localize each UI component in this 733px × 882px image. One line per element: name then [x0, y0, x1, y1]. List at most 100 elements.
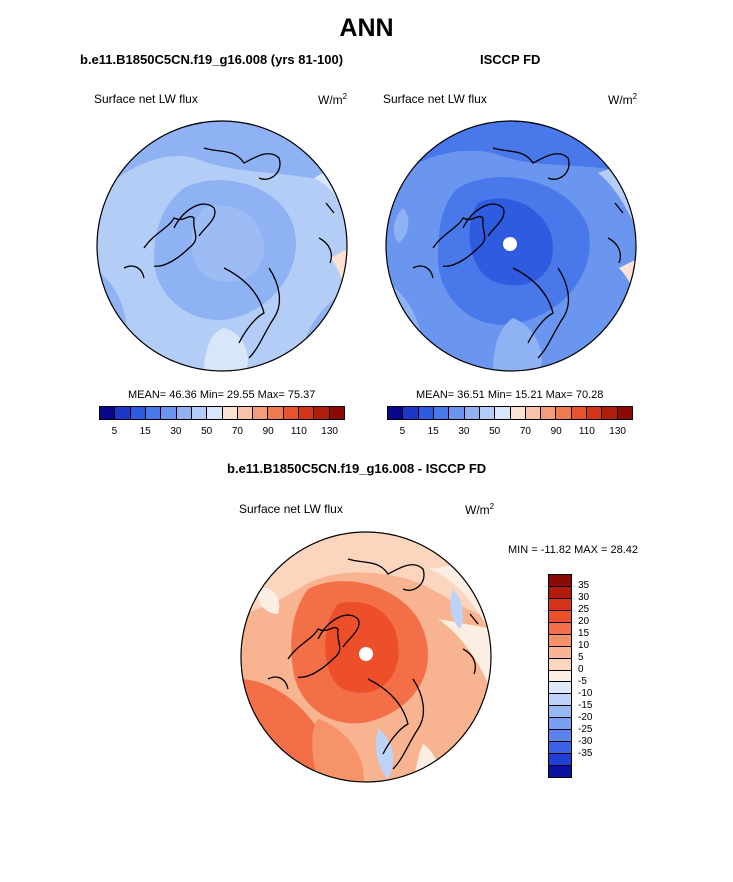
colorbar-swatch [130, 407, 146, 419]
diff-colorbar [548, 574, 572, 778]
colorbar-swatch [299, 407, 315, 419]
colorbar-tick-label: -15 [578, 700, 593, 711]
colorbar-swatch [549, 598, 571, 611]
colorbar-tick-label: 25 [578, 604, 590, 615]
colorbar-swatch [587, 407, 603, 419]
colorbar-swatch [176, 407, 192, 419]
colorbar-tick-label: 5 [578, 652, 584, 663]
colorbar-tick-label: 70 [519, 426, 531, 437]
colorbar-tick-label: -30 [578, 736, 593, 747]
colorbar-swatch [115, 407, 131, 419]
right-colorbar [387, 406, 633, 420]
colorbar-swatch [549, 682, 571, 695]
right-panel-title: ISCCP FD [480, 52, 541, 67]
diff-colorbar-ticks: 35 30 25 20 15 10 5 0 -5 -10 -15 -20 -25 -30 -35 [578, 574, 618, 778]
colorbar-swatch [549, 658, 571, 671]
colorbar-tick-label: 90 [550, 426, 562, 437]
colorbar-swatch [161, 407, 177, 419]
left-colorbar-ticks: 5 15 30 50 70 90 110 130 [99, 426, 345, 440]
colorbar-swatch [464, 407, 480, 419]
colorbar-swatch [253, 407, 269, 419]
colorbar-swatch [191, 407, 208, 419]
colorbar-tick-label: 90 [262, 426, 274, 437]
colorbar-swatch [549, 670, 571, 683]
colorbar-swatch [418, 407, 434, 419]
colorbar-swatch [549, 634, 571, 647]
colorbar-tick-label: -35 [578, 748, 593, 759]
colorbar-tick-label: 130 [609, 426, 626, 437]
left-units-label: W/m2 [318, 92, 348, 107]
right-colorbar-ticks: 5 15 30 50 70 90 110 130 [387, 426, 633, 440]
colorbar-swatch [549, 694, 571, 707]
colorbar-swatch [403, 407, 419, 419]
colorbar-tick-label: 15 [578, 628, 590, 639]
colorbar-swatch [510, 407, 526, 419]
colorbar-tick-label: -5 [578, 676, 587, 687]
colorbar-swatch [549, 622, 571, 635]
left-variable-label: Surface net LW flux [94, 92, 198, 106]
colorbar-swatch [495, 407, 511, 419]
diff-panel-title: b.e11.B1850C5CN.f19_g16.008 - ISCCP FD [227, 461, 487, 476]
colorbar-swatch [549, 575, 571, 587]
colorbar-swatch [388, 407, 404, 419]
diff-stats: MIN = -11.82 MAX = 28.42 [508, 544, 639, 556]
right-variable-label: Surface net LW flux [383, 92, 487, 106]
colorbar-swatch [602, 407, 618, 419]
colorbar-tick-label: 130 [321, 426, 338, 437]
colorbar-tick-label: -25 [578, 724, 593, 735]
colorbar-tick-label: 50 [489, 426, 501, 437]
colorbar-tick-label: 5 [111, 426, 118, 437]
diff-variable-label: Surface net LW flux [239, 502, 343, 516]
colorbar-swatch [433, 407, 450, 419]
colorbar-swatch [237, 407, 254, 419]
colorbar-swatch [556, 407, 572, 419]
colorbar-swatch [571, 407, 588, 419]
diff-polar-map [240, 531, 492, 783]
colorbar-tick-label: 110 [290, 426, 307, 437]
colorbar-tick-label: 35 [578, 580, 590, 591]
colorbar-swatch [549, 718, 571, 731]
right-units-label: W/m2 [608, 92, 638, 107]
colorbar-tick-label: 5 [399, 426, 406, 437]
colorbar-swatch [549, 706, 571, 719]
colorbar-tick-label: 20 [578, 616, 590, 627]
colorbar-swatch [449, 407, 465, 419]
colorbar-swatch [549, 766, 571, 777]
right-polar-map [385, 120, 637, 372]
colorbar-swatch [549, 730, 571, 743]
colorbar-swatch [549, 646, 571, 659]
colorbar-swatch [329, 407, 344, 419]
left-colorbar [99, 406, 345, 420]
colorbar-swatch [549, 742, 571, 755]
left-polar-map [96, 120, 348, 372]
colorbar-swatch [617, 407, 632, 419]
colorbar-swatch [541, 407, 557, 419]
colorbar-tick-label: -10 [578, 688, 593, 699]
colorbar-swatch [268, 407, 284, 419]
colorbar-tick-label: 50 [201, 426, 213, 437]
colorbar-swatch [549, 586, 571, 599]
colorbar-swatch [222, 407, 238, 419]
colorbar-swatch [549, 610, 571, 623]
colorbar-tick-label: 70 [231, 426, 243, 437]
colorbar-swatch [525, 407, 542, 419]
diff-units-label: W/m2 [465, 502, 495, 517]
left-panel-title: b.e11.B1850C5CN.f19_g16.008 (yrs 81-100) [80, 52, 344, 67]
colorbar-tick-label: -20 [578, 712, 593, 723]
colorbar-swatch [100, 407, 116, 419]
colorbar-tick-label: 110 [578, 426, 595, 437]
colorbar-swatch [479, 407, 496, 419]
colorbar-swatch [145, 407, 162, 419]
colorbar-tick-label: 30 [458, 426, 470, 437]
left-stats: MEAN= 46.36 Min= 29.55 Max= 75.37 [128, 389, 316, 401]
colorbar-tick-label: 10 [578, 640, 590, 651]
main-title: ANN [339, 14, 394, 42]
colorbar-tick-label: 15 [427, 426, 439, 437]
colorbar-tick-label: 30 [170, 426, 182, 437]
colorbar-swatch [314, 407, 330, 419]
colorbar-swatch [549, 754, 571, 766]
colorbar-tick-label: 15 [139, 426, 151, 437]
colorbar-swatch [207, 407, 223, 419]
colorbar-tick-label: 30 [578, 592, 590, 603]
colorbar-swatch [283, 407, 300, 419]
